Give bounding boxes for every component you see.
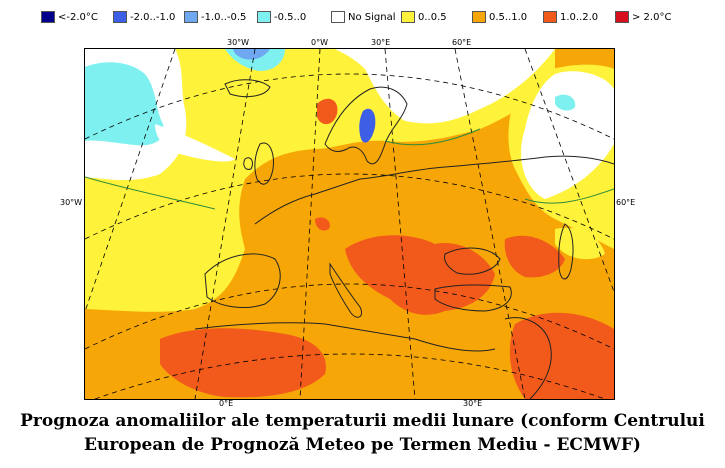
tick-top-0w: 0°W: [311, 38, 328, 47]
map-caption: Prognoza anomaliilor ale temperaturii me…: [0, 409, 725, 457]
legend-item: -2.0..-1.0: [113, 9, 175, 25]
legend-swatch: [41, 11, 55, 23]
legend-label: 0..0.5: [418, 11, 447, 23]
map-canvas: [85, 49, 614, 399]
region-white-mid: [155, 124, 235, 162]
region-cyan-ne: [555, 94, 576, 111]
legend: <-2.0°C -2.0..-1.0 -1.0..-0.5 -0.5..0 No…: [0, 0, 725, 30]
legend-item: > 2.0°C: [615, 9, 671, 25]
region-blue-top: [233, 49, 270, 60]
graticule: [85, 49, 614, 399]
legend-swatch: [615, 11, 629, 23]
legend-swatch: [543, 11, 557, 23]
region-red-balkans: [345, 235, 495, 315]
coastlines: [194, 79, 614, 399]
tick-bottom-30e: 30°E: [463, 399, 483, 408]
legend-item: -1.0..-0.5: [184, 9, 246, 25]
legend-swatch: [113, 11, 127, 23]
legend-label: -0.5..0: [274, 11, 307, 23]
legend-swatch: [331, 11, 345, 23]
legend-label: No Signal: [348, 11, 396, 23]
tick-top-30e: 30°E: [371, 38, 391, 47]
region-red-se: [509, 312, 614, 399]
region-red-north-small: [317, 98, 338, 125]
legend-label: 0.5..1.0: [489, 11, 528, 23]
caption-line-2: European de Prognoză Meteo pe Termen Med…: [84, 435, 641, 455]
tick-top-60e: 60°E: [452, 38, 472, 47]
legend-item: -0.5..0: [257, 9, 306, 25]
region-cyan-nw: [85, 62, 164, 146]
contours: [85, 128, 614, 210]
legend-label: -1.0..-0.5: [201, 11, 247, 23]
legend-item: 1.0..2.0: [543, 9, 598, 25]
legend-label: > 2.0°C: [632, 11, 672, 23]
legend-item: No Signal: [331, 9, 396, 25]
caption-line-1: Prognoza anomaliilor ale temperaturii me…: [20, 411, 705, 431]
region-red-iberia-africa: [160, 328, 326, 398]
region-white-ne: [521, 71, 614, 199]
legend-swatch: [184, 11, 198, 23]
region-red-east: [504, 235, 565, 278]
region-yellow-patch: [555, 227, 605, 260]
legend-item: <-2.0°C: [41, 9, 98, 25]
region-red-mid-small: [315, 217, 330, 231]
legend-item: 0.5..1.0: [472, 9, 527, 25]
tick-bottom-0e: 0°E: [219, 399, 234, 408]
legend-item: 0..0.5: [401, 9, 447, 25]
legend-swatch: [472, 11, 486, 23]
tick-left-30w: 30°W: [60, 198, 83, 207]
anomaly-map: [84, 48, 615, 400]
region-blue-scand: [359, 108, 376, 143]
legend-label: 1.0..2.0: [560, 11, 599, 23]
legend-swatch: [401, 11, 415, 23]
legend-label: <-2.0°C: [58, 11, 98, 23]
tick-right-60e: 60°E: [616, 198, 636, 207]
legend-swatch: [257, 11, 271, 23]
tick-top-30w: 30°W: [227, 38, 250, 47]
legend-label: -2.0..-1.0: [130, 11, 176, 23]
